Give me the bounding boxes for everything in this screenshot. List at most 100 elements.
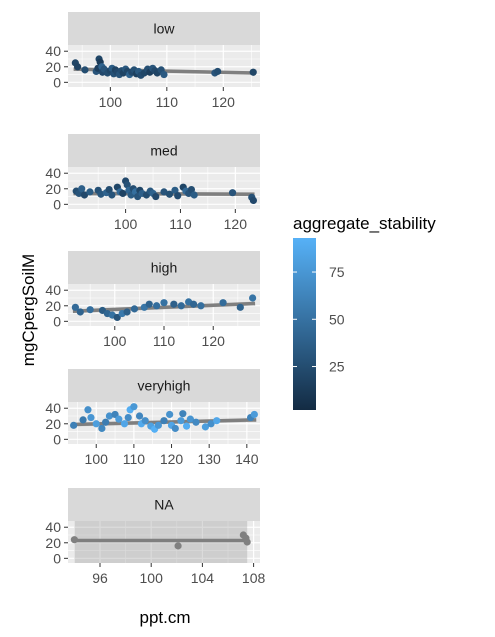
- data-point: [71, 303, 79, 311]
- data-point: [80, 191, 89, 199]
- x-tick-label: 96: [92, 570, 108, 586]
- data-point: [174, 192, 182, 200]
- data-point: [160, 70, 168, 79]
- data-point: [120, 420, 129, 428]
- y-tick-label: 20: [45, 59, 61, 75]
- facet-strip-label: high: [151, 260, 177, 276]
- data-point: [170, 300, 178, 308]
- x-tick-label: 100: [99, 94, 123, 110]
- facet-strip: [68, 12, 260, 45]
- facet-strip-label: veryhigh: [138, 378, 191, 394]
- y-tick-label: 40: [45, 519, 61, 535]
- data-point: [113, 313, 121, 322]
- x-tick-label: 100: [140, 570, 164, 586]
- x-tick-label: 110: [169, 216, 192, 232]
- data-point: [177, 302, 185, 310]
- data-point: [105, 185, 113, 194]
- data-point: [228, 189, 237, 197]
- y-tick-label: 0: [53, 550, 61, 566]
- x-tick-label: 140: [235, 451, 259, 467]
- data-point: [123, 308, 131, 316]
- x-tick-label: 110: [123, 451, 146, 467]
- x-tick-label: 120: [224, 216, 248, 232]
- data-point: [115, 415, 123, 423]
- data-point: [236, 303, 244, 311]
- color-legend: aggregate_stability 25 50 75: [293, 214, 436, 410]
- data-point: [207, 420, 215, 428]
- y-tick-label: 0: [53, 313, 61, 329]
- data-point: [86, 188, 94, 196]
- data-point: [179, 410, 187, 418]
- y-tick-label: 40: [45, 282, 61, 298]
- facet-strip-label: med: [150, 143, 177, 159]
- x-tick-label: 130: [197, 451, 221, 467]
- data-point: [145, 300, 153, 308]
- x-tick-label: 120: [212, 94, 236, 110]
- data-point: [87, 413, 95, 422]
- x-tick-label: 100: [103, 333, 127, 349]
- facet-strip: [68, 134, 260, 167]
- x-tick-label: 104: [191, 570, 215, 586]
- data-point: [197, 302, 205, 310]
- x-tick-label: 120: [160, 451, 184, 467]
- legend-ticks: 25 50 75: [293, 264, 345, 375]
- data-point: [76, 308, 84, 316]
- data-point: [130, 305, 139, 313]
- data-point: [171, 186, 179, 194]
- data-point: [97, 190, 105, 198]
- y-tick-label: 0: [53, 74, 61, 90]
- data-point: [187, 185, 196, 194]
- data-point: [160, 188, 168, 196]
- y-tick-label: 20: [45, 535, 61, 551]
- data-point: [152, 192, 160, 201]
- data-point: [78, 185, 86, 193]
- data-point: [177, 417, 185, 425]
- data-point: [105, 412, 114, 420]
- data-point: [84, 406, 92, 414]
- data-point: [213, 417, 221, 425]
- facet-strip: [68, 488, 260, 521]
- x-tick-label: 108: [242, 570, 266, 586]
- y-tick-label: 40: [45, 165, 61, 181]
- data-point: [249, 68, 257, 76]
- data-point: [160, 417, 168, 425]
- facet-strip: [68, 369, 260, 402]
- data-point: [92, 420, 100, 428]
- data-point: [79, 416, 87, 424]
- legend-title: aggregate_stability: [293, 214, 436, 233]
- y-tick-label: 0: [53, 431, 61, 447]
- data-point: [98, 424, 106, 433]
- data-point: [201, 423, 210, 431]
- y-tick-label: 20: [45, 181, 61, 197]
- data-point: [135, 412, 144, 420]
- y-axis-title: mgCpergSoilM: [19, 254, 38, 366]
- data-point: [86, 306, 94, 314]
- x-tick-label: 110: [153, 333, 176, 349]
- data-point: [70, 421, 78, 429]
- data-point: [141, 417, 149, 425]
- data-point: [124, 413, 132, 422]
- y-tick-label: 40: [45, 43, 61, 59]
- data-point: [182, 422, 191, 430]
- data-point: [119, 189, 127, 198]
- x-axis-title: ppt.cm: [139, 608, 190, 627]
- data-point: [192, 418, 200, 426]
- data-point: [130, 403, 138, 411]
- data-point: [250, 410, 258, 419]
- facet-strip-label: low: [153, 21, 175, 37]
- data-point: [243, 538, 251, 546]
- data-point: [214, 67, 222, 76]
- legend-colorbar: [293, 238, 316, 410]
- data-point: [166, 410, 174, 419]
- data-point: [108, 191, 116, 199]
- facet-strip: [68, 251, 260, 284]
- y-tick-label: 40: [45, 400, 61, 416]
- data-point: [174, 542, 182, 550]
- data-point: [165, 190, 174, 198]
